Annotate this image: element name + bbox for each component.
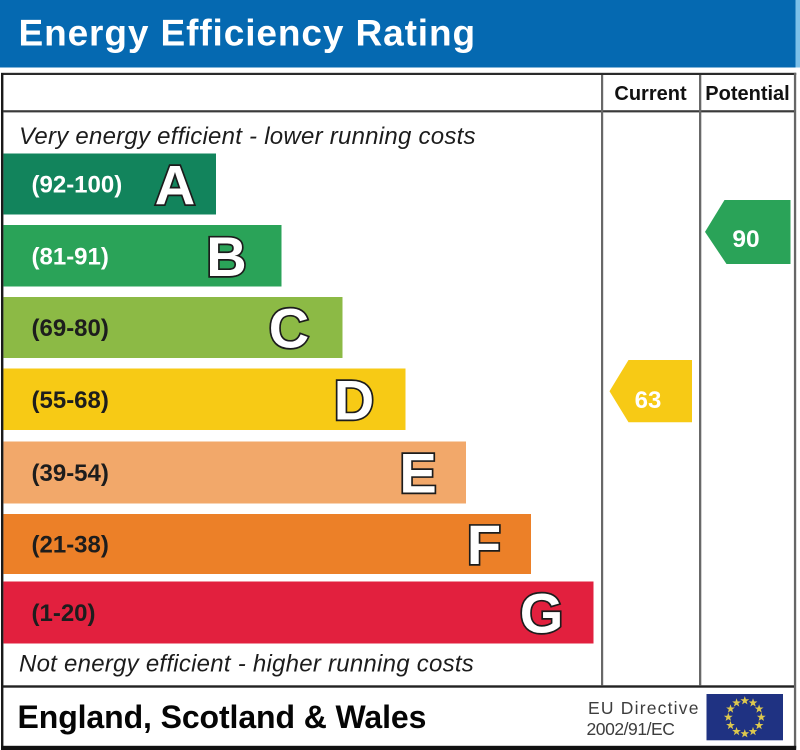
svg-text:(92-100): (92-100) — [32, 172, 123, 199]
svg-text:F: F — [467, 513, 501, 576]
svg-text:EU Directive: EU Directive — [588, 698, 700, 718]
svg-text:(21-38): (21-38) — [32, 532, 109, 559]
svg-text:Not energy efficient - higher: Not energy efficient - higher running co… — [19, 651, 474, 678]
svg-text:Potential: Potential — [705, 83, 789, 105]
svg-text:A: A — [155, 154, 195, 217]
svg-text:(39-54): (39-54) — [32, 460, 109, 487]
svg-text:(81-91): (81-91) — [32, 243, 109, 270]
svg-text:Current: Current — [614, 83, 687, 105]
svg-text:63: 63 — [635, 387, 662, 414]
svg-text:E: E — [399, 442, 436, 505]
svg-text:(1-20): (1-20) — [32, 600, 96, 627]
svg-text:B: B — [206, 225, 246, 288]
svg-text:Energy Efficiency Rating: Energy Efficiency Rating — [19, 13, 477, 54]
svg-text:D: D — [334, 368, 374, 431]
svg-text:(69-80): (69-80) — [32, 315, 109, 342]
svg-text:2002/91/EC: 2002/91/EC — [587, 719, 675, 739]
svg-text:G: G — [520, 582, 564, 645]
svg-text:Very energy efficient - lower: Very energy efficient - lower running co… — [19, 123, 476, 150]
svg-text:(55-68): (55-68) — [32, 387, 109, 414]
svg-text:England, Scotland & Wales: England, Scotland & Wales — [18, 699, 427, 735]
svg-text:90: 90 — [732, 226, 759, 253]
svg-text:C: C — [269, 297, 309, 360]
